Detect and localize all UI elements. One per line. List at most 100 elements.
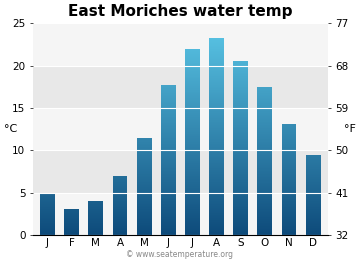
Bar [306,203,321,204]
Bar [185,96,200,97]
Bar [185,82,200,83]
Bar [257,122,272,123]
Bar [185,229,200,230]
Bar [185,228,200,229]
Bar [209,92,224,93]
Bar [137,141,152,142]
Bar [185,167,200,168]
Bar [185,234,200,235]
Bar [209,179,224,180]
Bar [209,204,224,205]
Bar [209,122,224,123]
Bar [161,146,176,147]
Bar [233,109,248,110]
Bar [257,168,272,169]
Bar [233,103,248,104]
Bar [209,78,224,79]
Bar [233,83,248,84]
Bar [233,130,248,131]
Bar [137,225,152,226]
Bar [306,167,321,168]
Bar [209,61,224,62]
Bar [233,62,248,63]
Bar [185,164,200,165]
Bar [233,70,248,71]
Bar [233,232,248,233]
Bar [185,131,200,132]
Bar [282,147,297,148]
Bar [185,49,200,50]
Bar [282,130,297,131]
Bar [209,217,224,218]
Bar [161,212,176,213]
Bar [137,174,152,175]
Bar [185,145,200,146]
Bar [233,183,248,184]
Bar [257,234,272,235]
Bar [282,211,297,212]
Bar [161,210,176,211]
Bar [185,53,200,54]
Bar [257,157,272,158]
Bar [185,101,200,102]
Bar [282,127,297,128]
Bar [185,156,200,157]
Bar [33,193,328,235]
Bar [306,194,321,195]
Bar [306,177,321,178]
Bar [161,204,176,205]
Bar [282,151,297,152]
Bar [233,102,248,103]
Bar [209,115,224,116]
Bar [233,180,248,181]
Bar [161,89,176,90]
Bar [161,165,176,166]
Bar [282,157,297,158]
Bar [209,154,224,155]
Bar [282,132,297,133]
Bar [282,200,297,201]
Bar [282,202,297,203]
Bar [233,184,248,185]
Bar [209,60,224,61]
Bar [306,198,321,199]
Bar [306,155,321,156]
Bar [137,209,152,210]
Bar [113,185,127,186]
Bar [233,96,248,97]
Bar [257,148,272,149]
Bar [161,94,176,95]
Bar [137,165,152,166]
Bar [209,222,224,223]
Bar [209,161,224,162]
Bar [306,193,321,194]
Bar [257,159,272,160]
Bar [233,116,248,117]
Bar [282,144,297,145]
Bar [233,152,248,153]
Bar [257,149,272,150]
Bar [233,141,248,142]
Bar [257,121,272,122]
Bar [233,223,248,224]
Bar [185,127,200,128]
Bar [161,114,176,115]
Bar [257,150,272,151]
Bar [282,201,297,202]
Bar [161,218,176,219]
Bar [209,82,224,83]
Bar [209,190,224,191]
Bar [209,48,224,49]
Bar [185,161,200,162]
Bar [185,166,200,167]
Bar [306,199,321,200]
Bar [257,138,272,139]
Bar [161,111,176,112]
Bar [137,222,152,223]
Bar [161,182,176,183]
Bar [257,222,272,223]
Bar [137,159,152,160]
Bar [233,196,248,197]
Bar [233,170,248,171]
Bar [257,216,272,217]
